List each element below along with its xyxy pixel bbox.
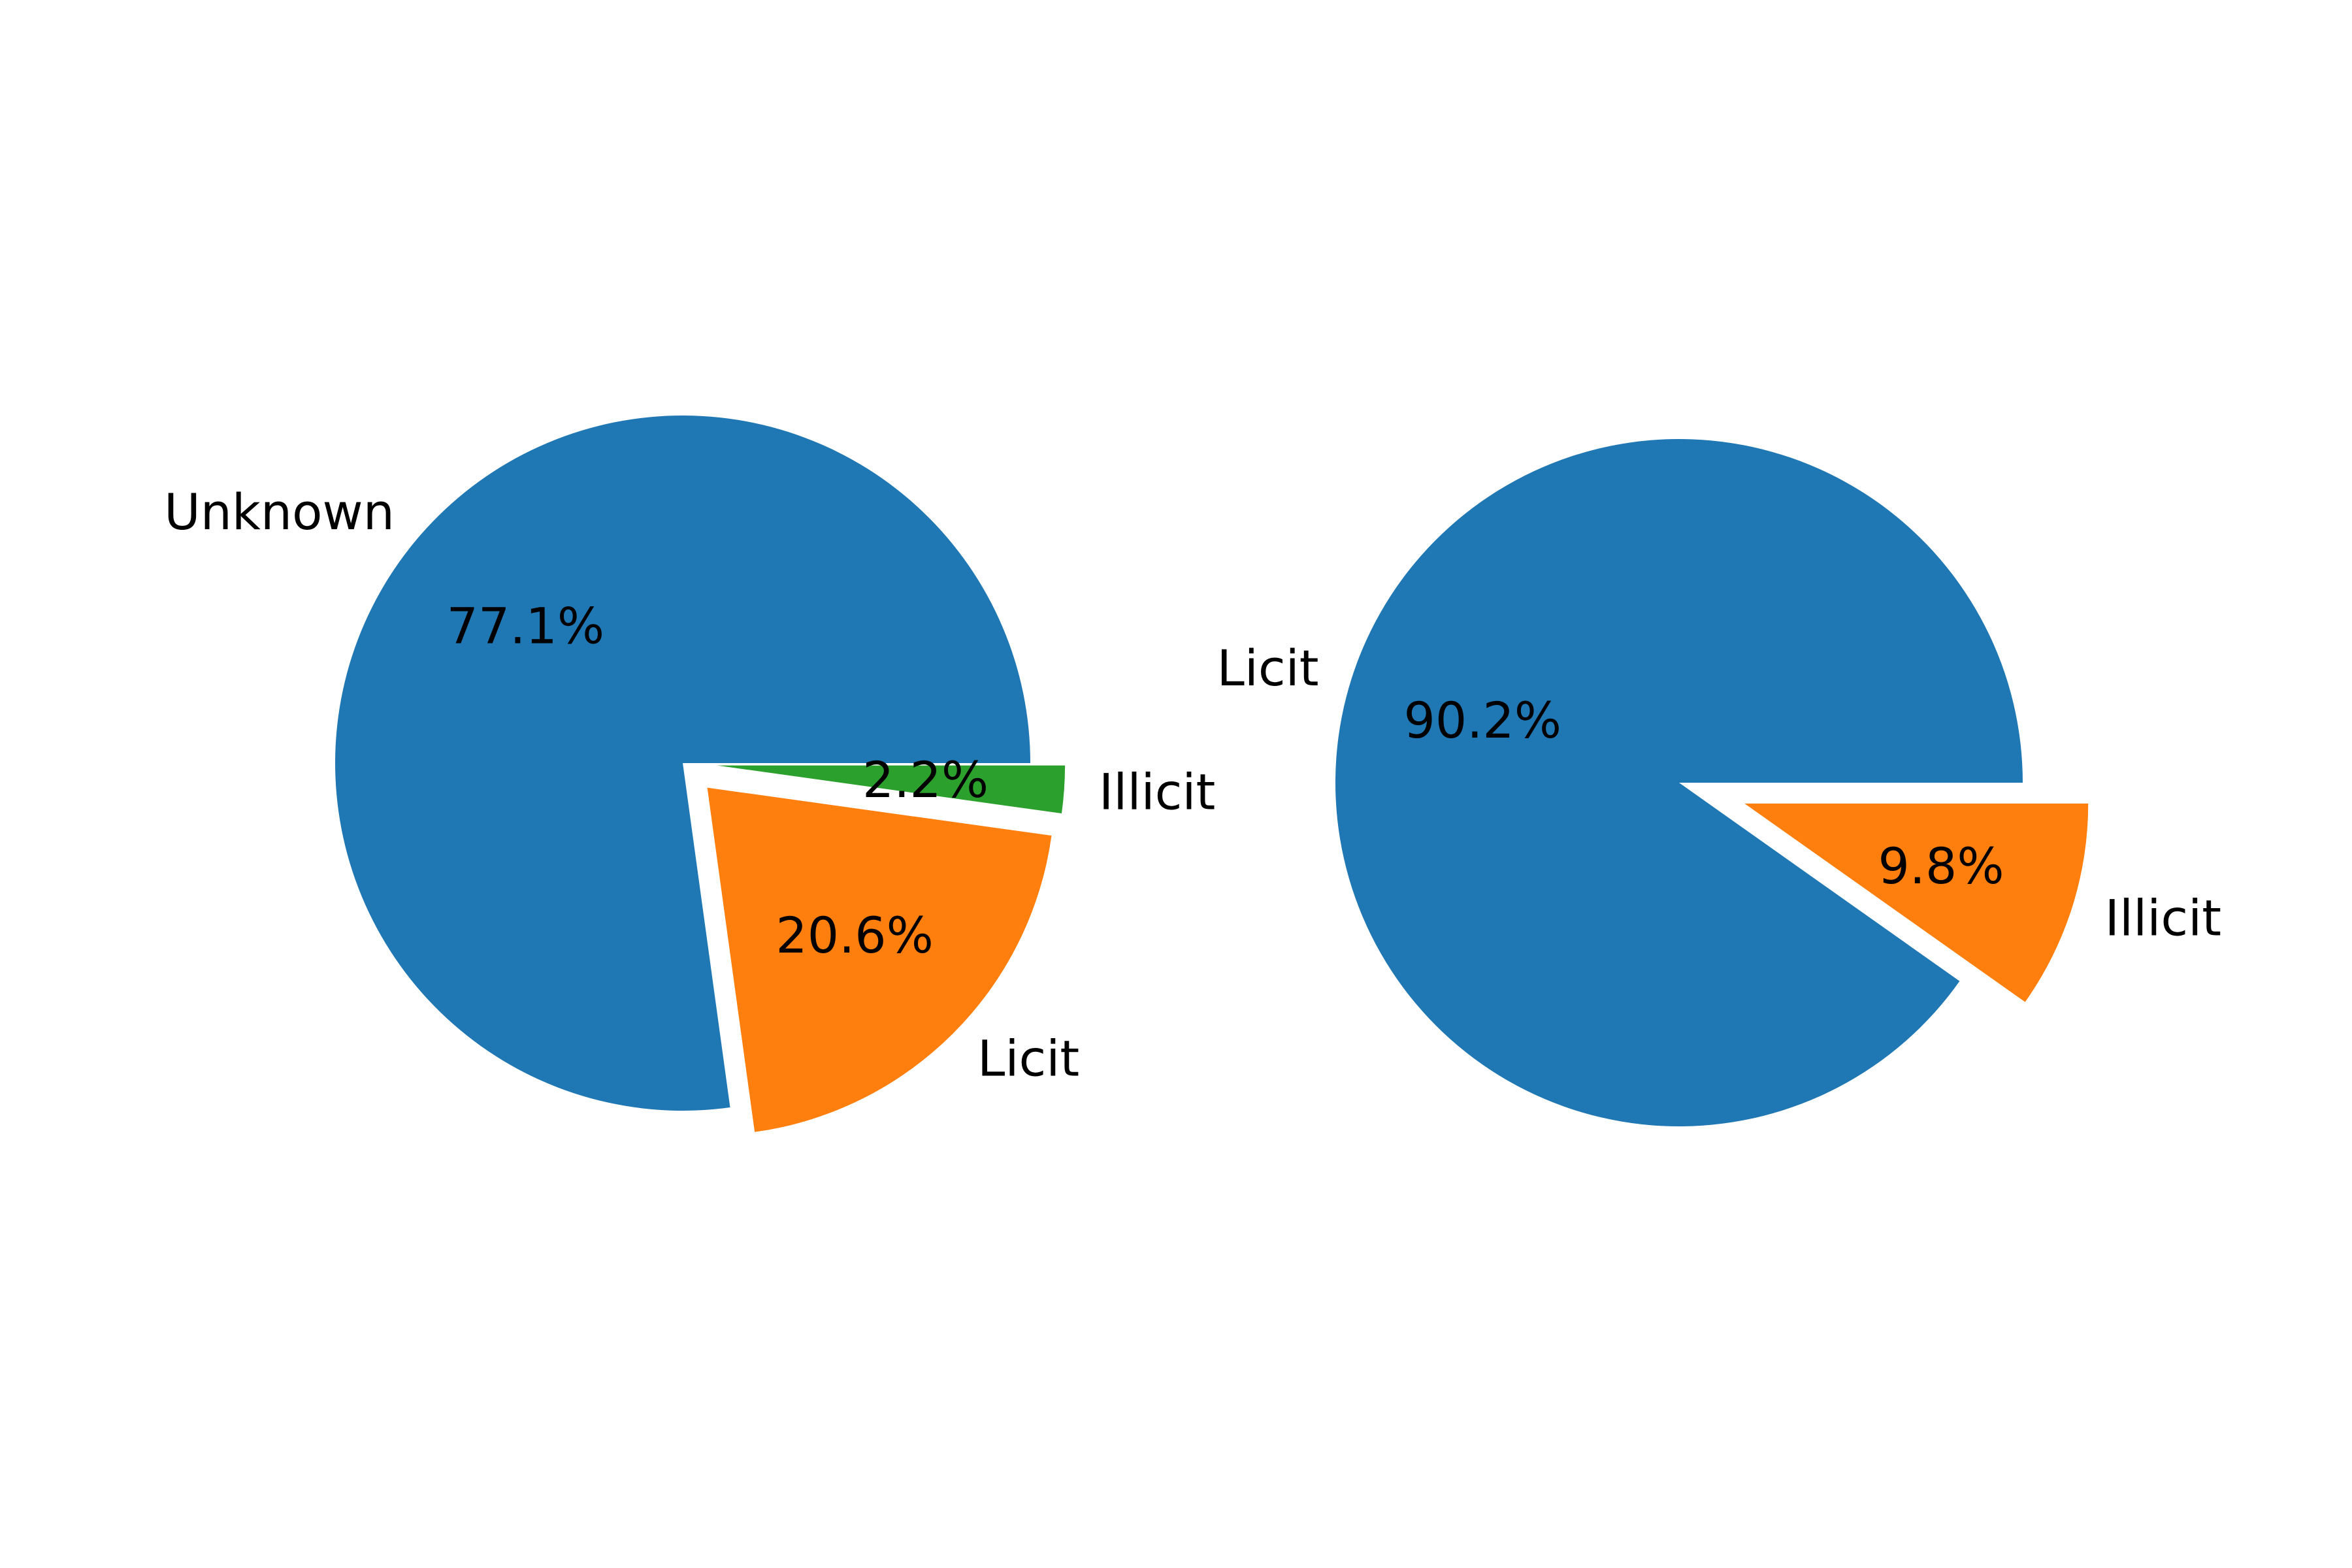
pie-pct-label-illicit: 2.2% <box>862 751 988 809</box>
pie-slice-unknown <box>335 416 1030 1111</box>
pie-category-label-illicit: Illicit <box>1099 763 1215 821</box>
pie-pct-label-unknown: 77.1% <box>447 597 604 655</box>
pie-pct-label-illicit: 9.8% <box>1878 837 2004 895</box>
pie-category-label-unknown: Unknown <box>164 483 395 541</box>
pie-pct-label-licit: 20.6% <box>776 906 933 964</box>
pie-slice-illicit <box>1744 803 2089 1002</box>
pie-category-label-licit: Licit <box>1217 639 1318 697</box>
pie-chart-labeled-transactions: Licit 90.2% Illicit 9.8% <box>1217 439 2221 1127</box>
pie-slice-licit <box>707 787 1052 1132</box>
pie-pct-label-licit: 90.2% <box>1404 691 1561 749</box>
pie-slice-illicit <box>717 765 1066 814</box>
pie-slice-licit <box>1335 439 2023 1127</box>
pie-category-label-licit: Licit <box>977 1029 1079 1087</box>
pie-chart-all-transactions: Unknown 77.1% Licit 20.6% Illicit 2.2% <box>164 416 1215 1132</box>
pie-category-label-illicit: Illicit <box>2105 889 2221 947</box>
